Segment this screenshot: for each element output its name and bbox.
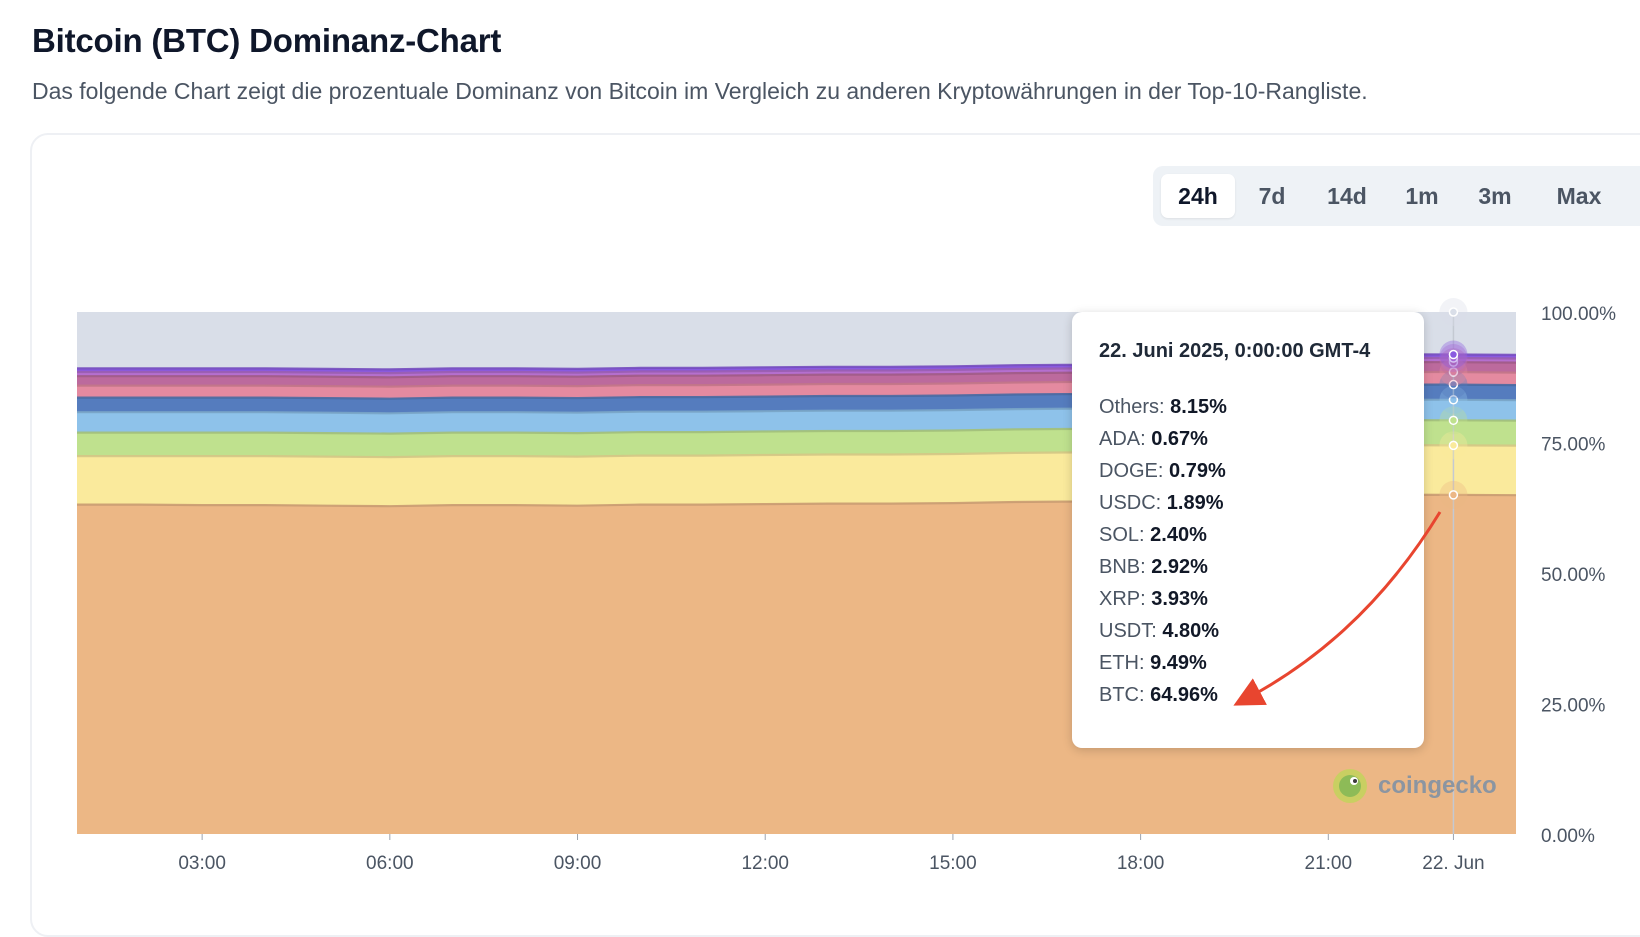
tab-1m[interactable]: 1m (1405, 183, 1439, 209)
y-tick-label: 75.00% (1541, 435, 1606, 456)
tooltip-value: 64.96% (1150, 684, 1218, 706)
x-tick-label: 18:00 (1117, 853, 1165, 874)
hover-marker-others (1448, 307, 1459, 317)
hover-marker-usdt (1448, 415, 1459, 426)
tooltip-row-eth: ETH: 9.49% (1099, 652, 1207, 674)
tab-24h[interactable]: 24h (1161, 174, 1235, 218)
tooltip-label: XRP (1099, 588, 1141, 610)
tab-7d[interactable]: 7d (1258, 183, 1286, 209)
tooltip-value: 1.89% (1166, 492, 1224, 514)
x-tick-label: 22. Jun (1422, 853, 1484, 874)
hover-marker-xrp (1448, 395, 1459, 405)
hover-marker-btc (1448, 490, 1459, 500)
tooltip-value: 2.92% (1151, 556, 1208, 578)
watermark-text: coingecko (1378, 772, 1497, 799)
tooltip-label: USDT (1099, 620, 1152, 642)
x-tick-label: 09:00 (554, 853, 602, 874)
tooltip-label: BTC (1099, 684, 1139, 706)
tooltip-value: 9.49% (1150, 652, 1207, 674)
tooltip-label: ETH (1099, 652, 1139, 674)
x-tick-label: 15:00 (929, 853, 977, 874)
x-tick-label: 21:00 (1305, 853, 1353, 874)
hover-marker-eth (1448, 440, 1459, 451)
tooltip-row-doge: DOGE: 0.79% (1099, 460, 1226, 482)
tooltip-label: DOGE (1099, 460, 1158, 482)
x-tick-label: 12:00 (741, 853, 789, 874)
y-tick-label: 100.00% (1541, 304, 1616, 325)
hover-marker-bnb (1448, 379, 1459, 390)
coingecko-watermark: coingecko (1330, 766, 1497, 806)
tooltip-value: 0.79% (1169, 460, 1226, 482)
tooltip-label: Others (1099, 396, 1160, 418)
tooltip-row-ada: ADA: 0.67% (1099, 428, 1208, 450)
tooltip-value: 8.15% (1170, 396, 1227, 418)
y-tick-label: 25.00% (1541, 696, 1606, 717)
y-tick-label: 0.00% (1541, 826, 1595, 847)
hover-marker-sol (1448, 367, 1459, 377)
tooltip-label: ADA (1099, 428, 1141, 450)
tooltip-date: 22. Juni 2025, 0:00:00 GMT-4 (1099, 340, 1371, 362)
tooltip-row-usdc: USDC: 1.89% (1099, 492, 1224, 514)
tooltip-value: 0.67% (1151, 428, 1208, 450)
chart-tooltip: 22. Juni 2025, 0:00:00 GMT-4 Others: 8.1… (1072, 312, 1424, 748)
tooltip-row-bnb: BNB: 2.92% (1099, 556, 1208, 578)
y-tick-label: 50.00% (1541, 565, 1606, 586)
tab-3m[interactable]: 3m (1478, 183, 1512, 209)
tab-14d[interactable]: 14d (1327, 183, 1367, 209)
tooltip-value: 4.80% (1162, 620, 1220, 642)
tooltip-value: 2.40% (1150, 524, 1207, 546)
tab-max[interactable]: Max (1556, 183, 1602, 209)
tooltip-label: SOL (1099, 524, 1140, 546)
page-title: Bitcoin (BTC) Dominanz-Chart (32, 22, 502, 59)
tooltip-row-xrp: XRP: 3.93% (1099, 588, 1208, 610)
tooltip-row-btc: BTC: 64.96% (1099, 684, 1218, 706)
tooltip-row-sol: SOL: 2.40% (1099, 524, 1207, 546)
tooltip-row-others: Others: 8.15% (1099, 396, 1227, 418)
x-tick-label: 03:00 (178, 853, 226, 874)
tooltip-label: BNB (1099, 556, 1141, 578)
tooltip-value: 3.93% (1151, 588, 1208, 610)
range-tabs: 24h 7d 14d 1m 3m Max (1153, 166, 1640, 226)
hover-marker-ada (1448, 349, 1459, 360)
tooltip-row-usdt: USDT: 4.80% (1099, 620, 1220, 642)
page-subtitle: Das folgende Chart zeigt die prozentuale… (32, 78, 1368, 104)
x-tick-label: 06:00 (366, 853, 414, 874)
gecko-logo-icon (1333, 769, 1367, 803)
tooltip-label: USDC (1099, 492, 1156, 514)
